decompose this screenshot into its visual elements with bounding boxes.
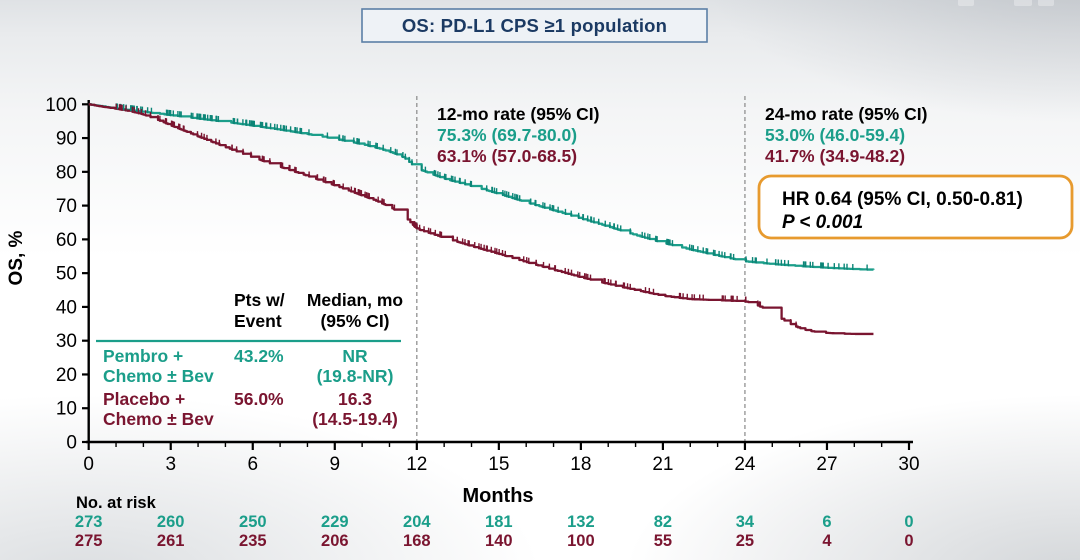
svg-text:43.2%: 43.2% xyxy=(234,346,284,366)
svg-text:Pembro +: Pembro + xyxy=(103,346,183,366)
svg-text:30: 30 xyxy=(898,454,919,475)
svg-text:90: 90 xyxy=(56,129,77,150)
svg-text:27: 27 xyxy=(816,454,837,475)
svg-text:Placebo +: Placebo + xyxy=(103,389,185,409)
svg-text:9: 9 xyxy=(330,454,341,475)
svg-text:OS: PD-L1 CPS ≥1 population: OS: PD-L1 CPS ≥1 population xyxy=(402,15,667,36)
svg-text:70: 70 xyxy=(56,196,77,217)
svg-text:Median, mo: Median, mo xyxy=(307,290,403,310)
svg-text:HR 0.64 (95% CI, 0.50-0.81): HR 0.64 (95% CI, 0.50-0.81) xyxy=(782,189,1023,210)
svg-text:75.3% (69.7-80.0): 75.3% (69.7-80.0) xyxy=(437,125,577,145)
svg-text:30: 30 xyxy=(56,331,77,352)
svg-text:6: 6 xyxy=(247,454,258,475)
svg-text:Chemo ± Bev: Chemo ± Bev xyxy=(103,409,214,429)
svg-text:21: 21 xyxy=(652,454,673,475)
svg-text:OS, %: OS, % xyxy=(6,230,27,285)
svg-text:80: 80 xyxy=(56,162,77,183)
svg-text:41.7% (34.9-48.2): 41.7% (34.9-48.2) xyxy=(765,146,905,166)
svg-text:(19.8-NR): (19.8-NR) xyxy=(317,366,394,386)
svg-text:10: 10 xyxy=(56,399,77,420)
svg-text:60: 60 xyxy=(56,230,77,251)
svg-text:24: 24 xyxy=(734,454,756,475)
svg-text:(95% CI): (95% CI) xyxy=(320,311,389,331)
svg-text:12-mo rate (95% CI): 12-mo rate (95% CI) xyxy=(437,104,599,124)
svg-text:53.0% (46.0-59.4): 53.0% (46.0-59.4) xyxy=(765,125,905,145)
svg-text:Event: Event xyxy=(234,311,282,331)
svg-text:63.1% (57.0-68.5): 63.1% (57.0-68.5) xyxy=(437,146,577,166)
svg-text:(14.5-19.4): (14.5-19.4) xyxy=(312,409,398,429)
svg-text:16.3: 16.3 xyxy=(338,389,372,409)
svg-text:0: 0 xyxy=(66,433,77,454)
svg-text:15: 15 xyxy=(488,454,509,475)
svg-text:24-mo rate (95% CI): 24-mo rate (95% CI) xyxy=(765,104,927,124)
svg-text:56.0%: 56.0% xyxy=(234,389,284,409)
svg-text:0: 0 xyxy=(83,454,94,475)
svg-text:18: 18 xyxy=(570,454,591,475)
svg-text:40: 40 xyxy=(56,297,77,318)
svg-text:12: 12 xyxy=(406,454,427,475)
svg-text:P < 0.001: P < 0.001 xyxy=(782,212,863,233)
svg-text:Pts w/: Pts w/ xyxy=(234,290,285,310)
svg-text:50: 50 xyxy=(56,264,77,285)
svg-text:20: 20 xyxy=(56,365,77,386)
svg-text:Chemo ± Bev: Chemo ± Bev xyxy=(103,366,214,386)
svg-text:3: 3 xyxy=(165,454,176,475)
svg-text:100: 100 xyxy=(45,95,77,116)
svg-text:NR: NR xyxy=(342,346,368,366)
